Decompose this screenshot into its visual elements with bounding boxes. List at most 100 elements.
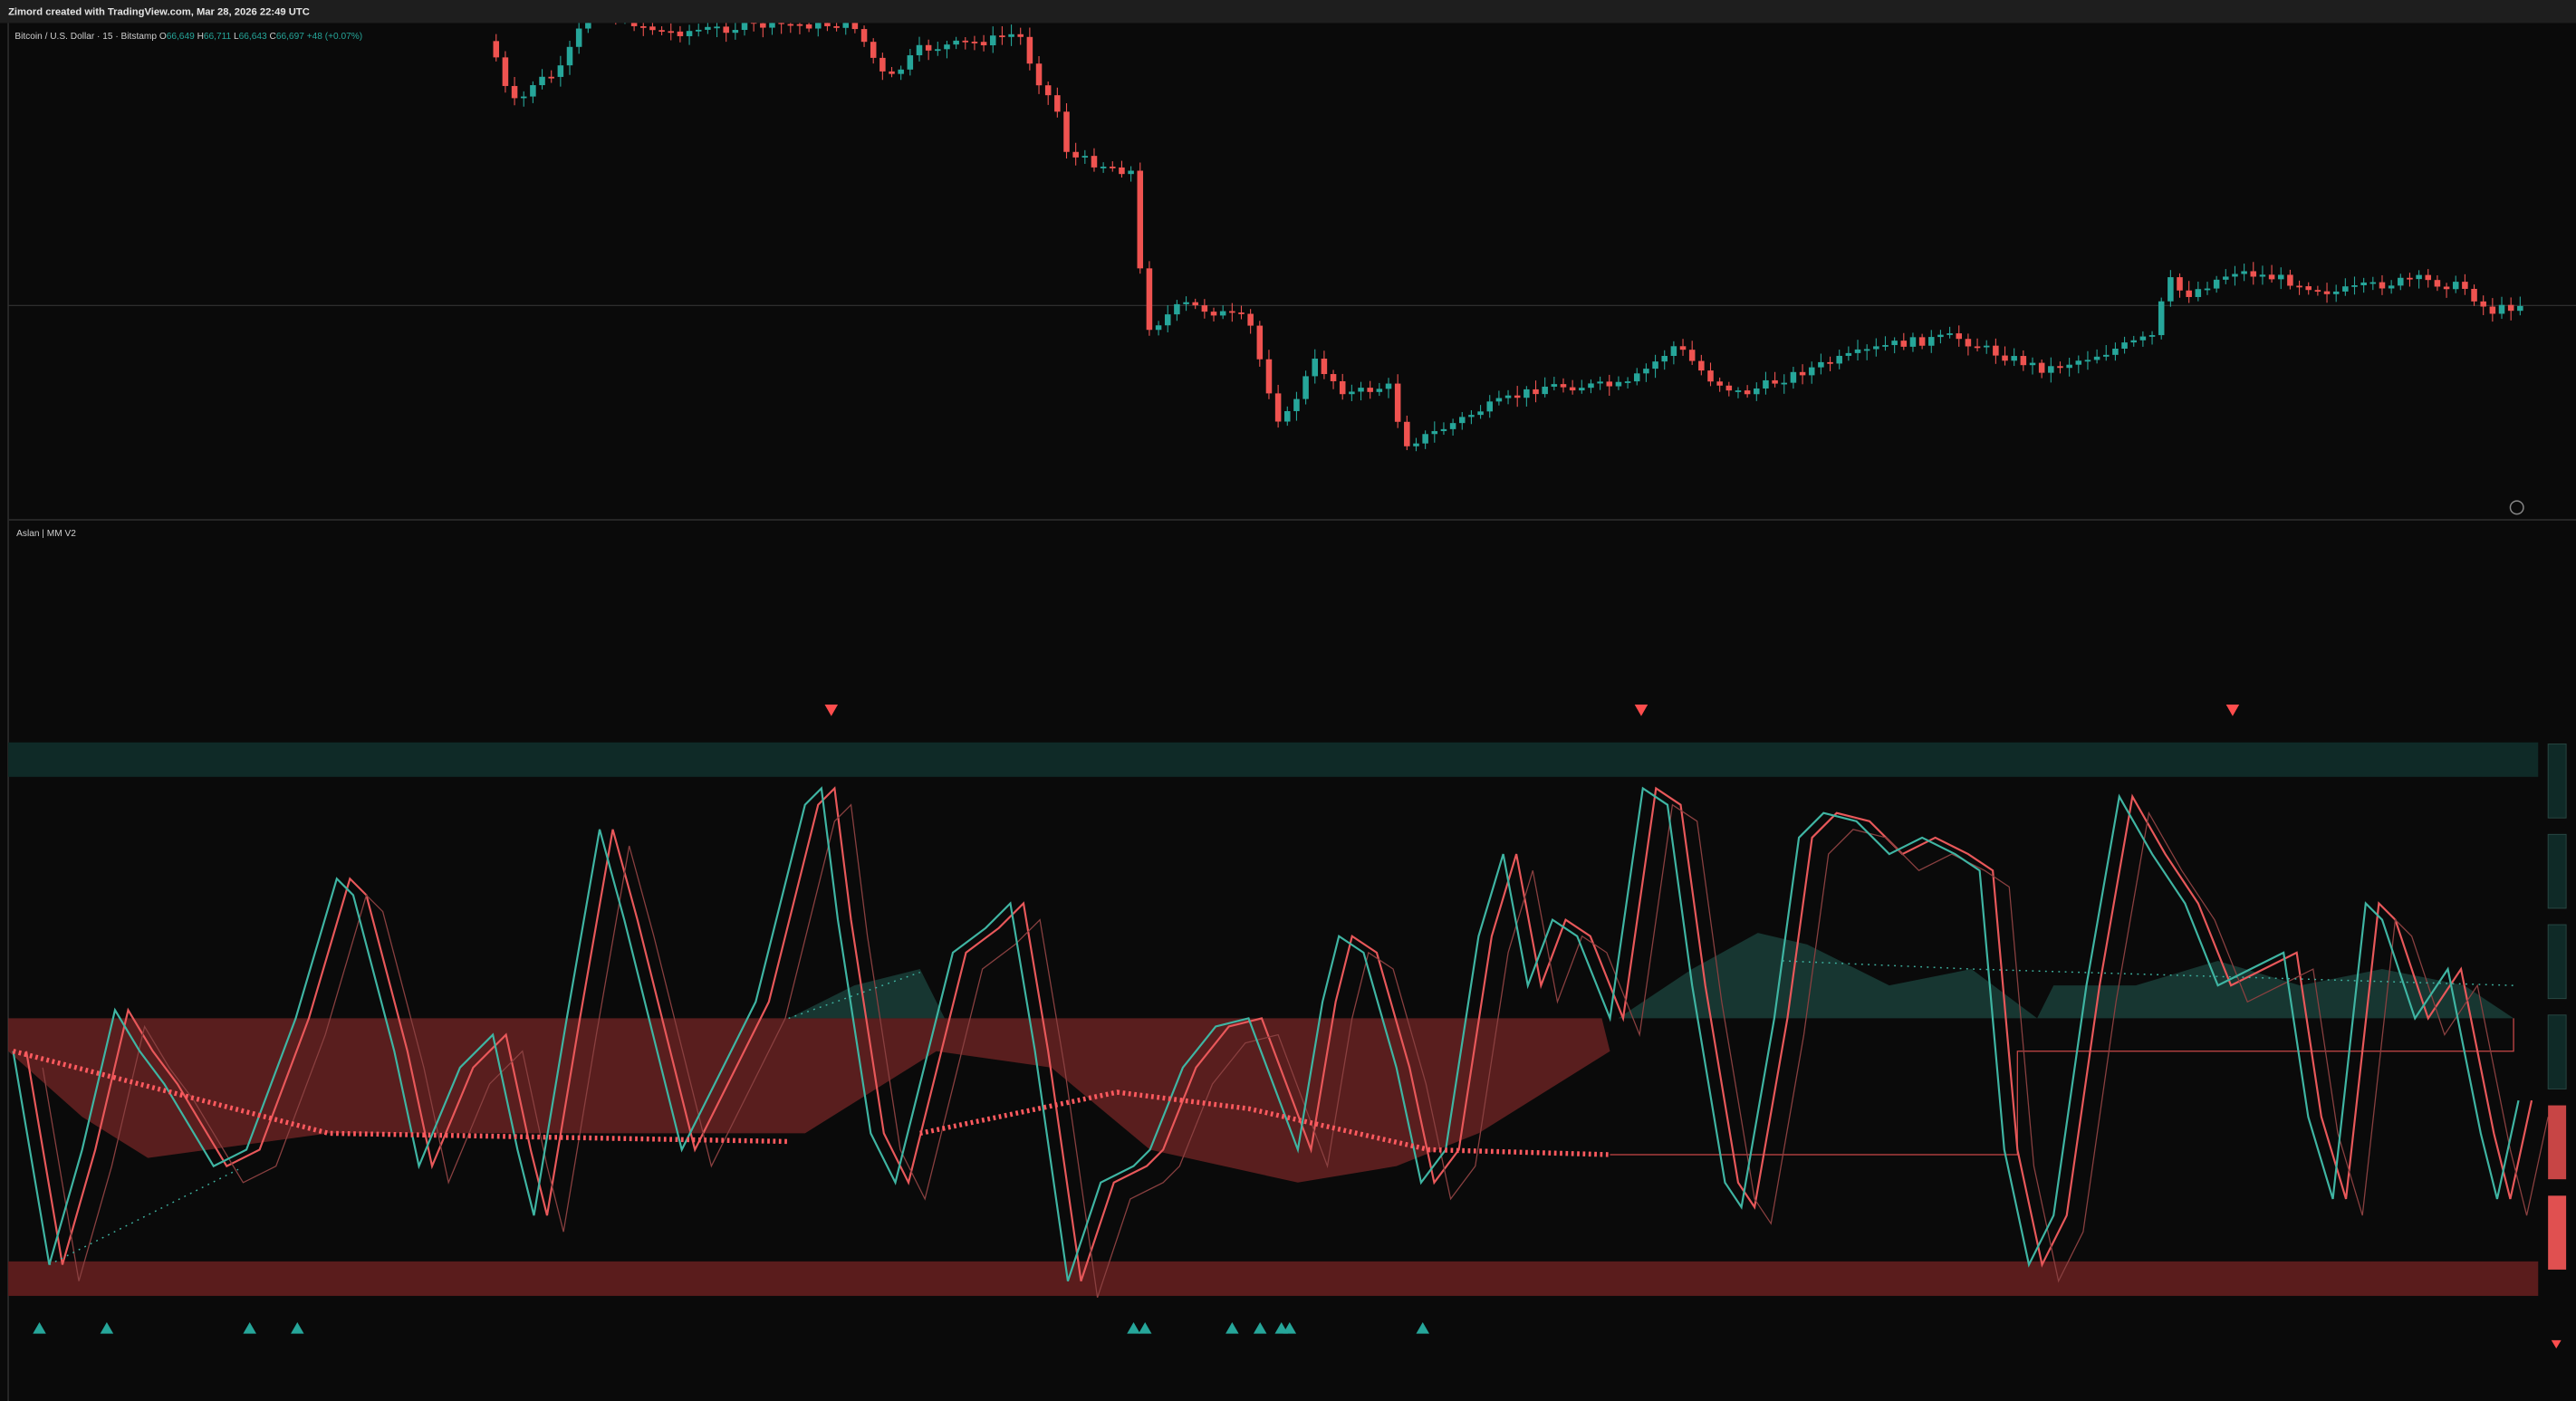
candle-body [889, 71, 895, 74]
candle-body [1744, 390, 1751, 395]
candle-body [2398, 277, 2404, 286]
candle-body [695, 29, 702, 32]
candle-body [1312, 359, 1319, 377]
candle-body [1827, 361, 1833, 364]
candle-body [1707, 370, 1714, 382]
candle-body [760, 23, 766, 28]
reset-button[interactable] [2509, 500, 2524, 515]
candle-body [1597, 381, 1603, 384]
candle-body [1008, 34, 1014, 37]
side-gauge [2547, 744, 2567, 1270]
candle-body [1716, 381, 1723, 386]
candle-body [2048, 366, 2054, 373]
candle-body [2121, 342, 2128, 349]
ohlc-label: L [234, 32, 239, 42]
divergence [49, 1168, 239, 1266]
candle-body [2332, 291, 2340, 294]
candle-body [2148, 335, 2156, 337]
candle-body [705, 26, 711, 30]
candle-body [2213, 279, 2220, 289]
candle-body [1394, 383, 1401, 422]
candle-body [1431, 431, 1438, 435]
candle-body [935, 49, 941, 52]
gauge-cell [2547, 1014, 2567, 1089]
candle-body [511, 85, 518, 99]
candle-body [1688, 350, 1696, 361]
candle-body [925, 44, 932, 51]
candle-body [1358, 388, 1364, 392]
candle-body [723, 26, 729, 34]
candle-body [1863, 349, 1870, 351]
buy-triangle [1253, 1321, 1267, 1334]
candle-body [1569, 387, 1576, 391]
candle-body [2186, 290, 2192, 297]
candle-body [2507, 304, 2514, 312]
ohlc-value: 66,697 [276, 32, 304, 42]
candle-body [1063, 111, 1070, 152]
candle-body [2268, 274, 2275, 280]
candle-body [1339, 380, 1346, 395]
candle-body [1238, 312, 1245, 314]
candle-body [953, 40, 959, 45]
candle-body [2425, 274, 2432, 281]
candle-body [1725, 385, 1733, 391]
candle-body [2471, 288, 2477, 302]
candle-body [732, 30, 739, 34]
candle-body [686, 31, 693, 36]
candle-body [1679, 346, 1687, 350]
candle-body [2102, 354, 2110, 357]
sell-signals [824, 705, 2562, 1348]
candle-body [2323, 291, 2331, 294]
candle-body [668, 31, 675, 34]
buy-triangle [1226, 1321, 1239, 1334]
candle-body [1854, 349, 1861, 353]
candle-body [769, 23, 775, 28]
candle-body [980, 42, 987, 46]
candle-body [630, 23, 638, 26]
candle-body [1054, 95, 1061, 112]
candle-body [1284, 410, 1291, 422]
candle-body [907, 55, 914, 70]
candle-body [1440, 428, 1447, 432]
ohlc-label: H [197, 32, 204, 42]
trend-dots [919, 1089, 1610, 1157]
candle-body [741, 23, 748, 31]
candle-body [2434, 280, 2441, 287]
sell-triangle [2551, 1339, 2562, 1348]
candle-body [1385, 383, 1392, 389]
candle-body [2462, 282, 2468, 289]
candle-body [2177, 277, 2183, 291]
candle-body [1965, 339, 1972, 347]
ohlc-value: 66,711 [204, 32, 232, 42]
candle-body [2480, 301, 2486, 307]
candle-body [548, 76, 554, 79]
candle-body [2259, 274, 2266, 277]
candle-body [1873, 346, 1879, 350]
buy-triangle [100, 1321, 114, 1334]
candle-body [851, 23, 859, 30]
candle-body [575, 28, 582, 47]
candle-body [1956, 333, 1963, 340]
candle-body [677, 31, 684, 36]
candle-body [1247, 313, 1254, 326]
candle-body [1091, 156, 1098, 168]
candle-body [1449, 423, 1456, 429]
indicator-name: Aslan | MM V2 [16, 529, 76, 539]
candle-body [1937, 334, 1944, 338]
candle-body [1900, 341, 1908, 347]
candle-body [916, 44, 923, 56]
top-bar [0, 0, 2576, 24]
candle-body [1468, 415, 1475, 417]
sell-triangle [824, 705, 839, 716]
candle-body [658, 30, 665, 33]
candle-body [640, 25, 647, 28]
candle-body [1330, 374, 1337, 381]
gauge-cell [2548, 1105, 2567, 1180]
candle-body [1164, 314, 1171, 326]
bull-zone [788, 969, 945, 1019]
candle-body [870, 42, 877, 58]
candle-body [1044, 85, 1052, 96]
candles [493, 23, 2523, 452]
candle-body [1081, 156, 1089, 158]
